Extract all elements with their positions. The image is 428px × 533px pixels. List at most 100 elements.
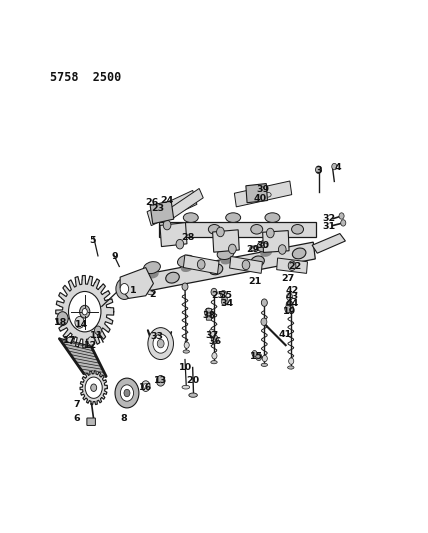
Ellipse shape <box>261 364 268 367</box>
Ellipse shape <box>134 278 147 289</box>
Ellipse shape <box>166 272 179 283</box>
Circle shape <box>163 220 171 230</box>
Circle shape <box>211 335 218 344</box>
Text: 3: 3 <box>315 166 322 175</box>
Text: 8: 8 <box>120 414 127 423</box>
Circle shape <box>261 318 267 326</box>
Circle shape <box>153 334 168 353</box>
Ellipse shape <box>220 256 232 264</box>
Text: 40: 40 <box>253 194 266 203</box>
Ellipse shape <box>291 224 303 234</box>
Text: 27: 27 <box>281 273 294 282</box>
Ellipse shape <box>182 385 190 389</box>
Polygon shape <box>147 190 197 225</box>
Polygon shape <box>160 223 187 247</box>
Polygon shape <box>246 183 268 203</box>
Circle shape <box>259 186 265 195</box>
Text: 22: 22 <box>288 262 302 271</box>
Text: 21: 21 <box>248 277 261 286</box>
Circle shape <box>252 351 257 357</box>
Polygon shape <box>80 371 107 405</box>
Ellipse shape <box>292 248 306 259</box>
Polygon shape <box>263 231 289 253</box>
Circle shape <box>91 384 97 391</box>
Circle shape <box>242 260 250 270</box>
Ellipse shape <box>183 350 190 353</box>
Ellipse shape <box>208 224 220 234</box>
Text: 2: 2 <box>149 289 155 298</box>
Ellipse shape <box>178 255 194 267</box>
Circle shape <box>286 293 292 301</box>
Text: 34: 34 <box>220 299 233 308</box>
FancyBboxPatch shape <box>87 418 95 425</box>
Text: 16: 16 <box>139 383 152 392</box>
Text: 13: 13 <box>154 376 167 385</box>
Ellipse shape <box>143 262 160 273</box>
Circle shape <box>85 377 102 398</box>
Ellipse shape <box>145 289 154 295</box>
Circle shape <box>211 288 217 296</box>
Ellipse shape <box>250 246 257 251</box>
Ellipse shape <box>265 213 280 222</box>
Text: 38: 38 <box>202 311 216 320</box>
Text: 28: 28 <box>182 233 195 242</box>
Circle shape <box>82 309 87 315</box>
Circle shape <box>279 245 286 254</box>
Circle shape <box>341 220 346 226</box>
Ellipse shape <box>183 213 198 222</box>
Ellipse shape <box>209 264 223 274</box>
Polygon shape <box>124 242 315 295</box>
Circle shape <box>262 356 268 362</box>
Ellipse shape <box>147 270 159 279</box>
Polygon shape <box>183 255 219 274</box>
Circle shape <box>256 353 262 361</box>
Circle shape <box>184 342 189 349</box>
Circle shape <box>217 227 224 237</box>
Text: 33: 33 <box>150 332 163 341</box>
Text: 6: 6 <box>73 414 80 423</box>
Circle shape <box>124 389 130 397</box>
Circle shape <box>80 305 90 318</box>
Circle shape <box>262 299 268 306</box>
Circle shape <box>176 239 184 249</box>
Text: 5: 5 <box>89 237 96 246</box>
Text: 42: 42 <box>285 286 299 295</box>
Circle shape <box>197 260 205 269</box>
Polygon shape <box>235 181 292 207</box>
Text: 32: 32 <box>323 214 336 223</box>
Polygon shape <box>56 276 114 348</box>
Ellipse shape <box>181 264 193 272</box>
Text: 7: 7 <box>73 400 80 409</box>
Text: 11: 11 <box>90 331 103 340</box>
Text: 35: 35 <box>219 291 232 300</box>
Circle shape <box>288 261 296 270</box>
Text: 44: 44 <box>285 299 299 308</box>
Text: 23: 23 <box>151 204 164 213</box>
Circle shape <box>212 353 217 359</box>
Text: 10: 10 <box>178 363 192 372</box>
Polygon shape <box>213 230 239 252</box>
Text: 4: 4 <box>334 163 341 172</box>
Circle shape <box>95 326 101 335</box>
Polygon shape <box>169 189 203 218</box>
Ellipse shape <box>260 249 272 257</box>
Polygon shape <box>312 233 345 253</box>
Circle shape <box>156 375 165 386</box>
Circle shape <box>144 383 148 389</box>
Circle shape <box>221 297 228 305</box>
Text: 37: 37 <box>205 331 218 340</box>
Text: 36: 36 <box>209 337 222 346</box>
Text: 14: 14 <box>75 320 88 329</box>
Circle shape <box>285 305 291 313</box>
Circle shape <box>288 358 294 365</box>
Circle shape <box>142 381 150 391</box>
Circle shape <box>287 301 292 307</box>
Text: 18: 18 <box>54 318 67 327</box>
Ellipse shape <box>288 366 294 369</box>
Ellipse shape <box>251 224 263 234</box>
Text: 39: 39 <box>256 185 270 194</box>
Text: 24: 24 <box>160 196 174 205</box>
Ellipse shape <box>169 224 181 234</box>
Circle shape <box>88 337 95 345</box>
Circle shape <box>315 166 321 173</box>
